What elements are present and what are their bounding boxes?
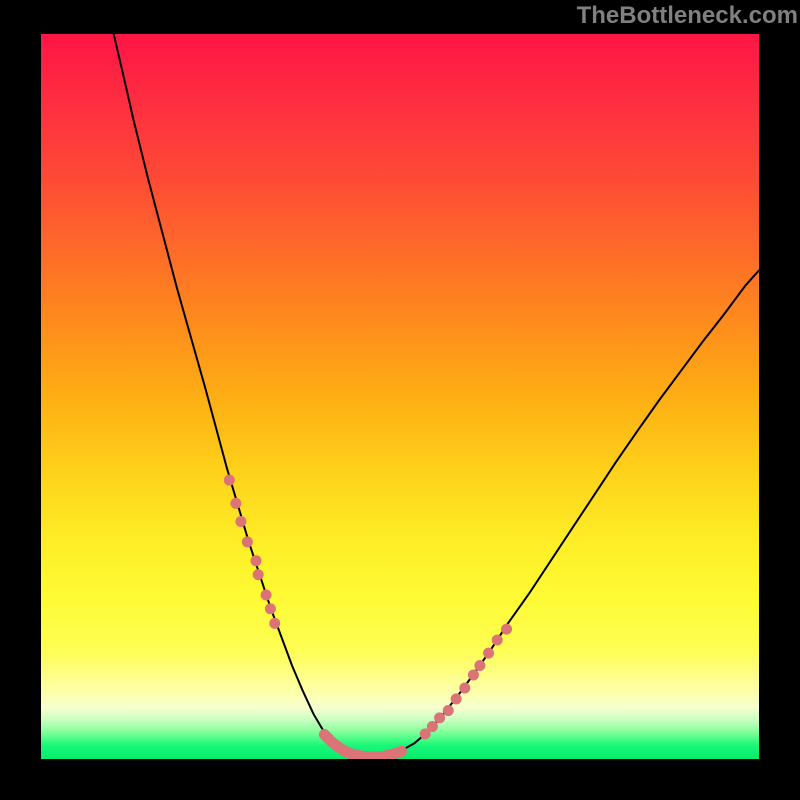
watermark: TheBottleneck.com bbox=[577, 2, 798, 30]
plot-frame bbox=[39, 32, 761, 761]
